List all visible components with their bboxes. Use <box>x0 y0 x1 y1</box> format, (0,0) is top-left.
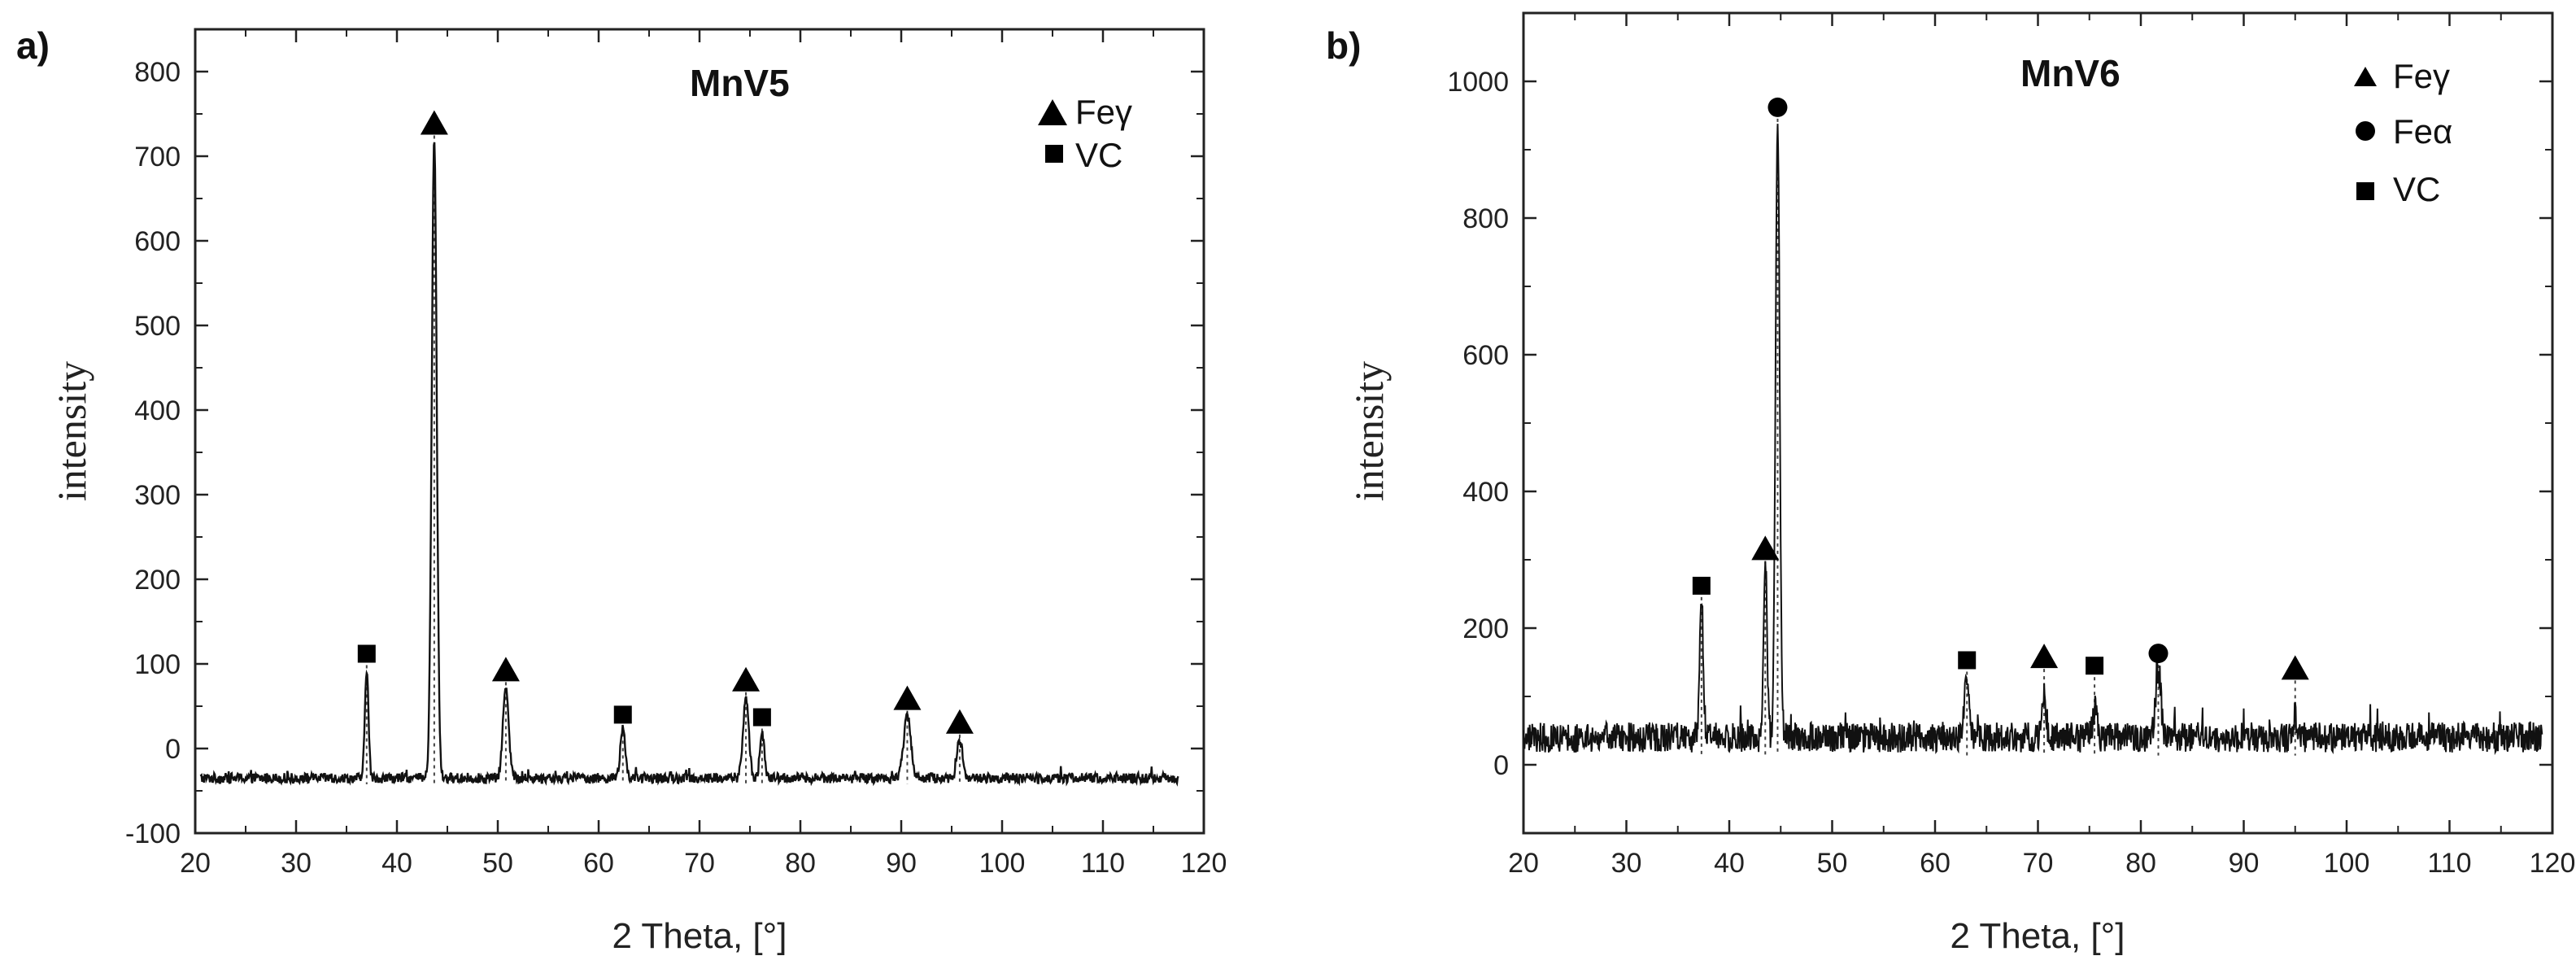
peak-marker-triangle-icon <box>893 685 922 710</box>
x-tick-label: 20 <box>1508 848 1539 879</box>
chart-panel-b: b) 20 30 40 50 60 70 80 90 100 110 120 0 200 400 600 8… <box>1326 11 2575 956</box>
y-tick-label: 200 <box>134 565 181 596</box>
y-tick-label: 100 <box>134 649 181 680</box>
legend-b: Feγ Feα VC <box>2354 57 2452 208</box>
peak-guides-a <box>365 135 961 784</box>
peak-marker-triangle-icon <box>2281 655 2309 680</box>
y-tick-label: 300 <box>134 480 181 511</box>
peak-marker-triangle-icon <box>945 709 974 734</box>
legend-label: VC <box>1075 136 1122 174</box>
x-axis-ticks-a: 20 30 40 50 60 70 80 90 100 110 120 <box>180 29 1227 879</box>
y-axis-ticks-a: -100 0 100 200 300 400 500 600 700 800 <box>125 57 1204 849</box>
peak-marker-triangle-icon <box>1751 535 1780 561</box>
x-axis-title-a: 2 Theta, [°] <box>612 916 787 956</box>
legend-label: Feγ <box>2393 57 2450 95</box>
x-tick-label: 70 <box>684 848 715 879</box>
x-tick-label: 20 <box>180 848 211 879</box>
x-axis-ticks-b: 20 30 40 50 60 70 80 90 100 110 120 <box>1508 13 2575 879</box>
y-tick-label: 200 <box>1462 613 1509 644</box>
y-tick-label: 500 <box>134 311 181 342</box>
y-tick-label: 800 <box>134 57 181 88</box>
x-tick-label: 60 <box>583 848 614 879</box>
x-tick-label: 110 <box>1081 848 1125 879</box>
legend-triangle-icon <box>2354 67 2377 86</box>
y-tick-label: 1000 <box>1447 67 1509 98</box>
legend-label: Feα <box>2393 112 2452 151</box>
legend-item-fe-gamma: Feγ <box>2354 57 2450 95</box>
x-axis-title-b: 2 Theta, [°] <box>1951 916 2125 956</box>
peak-marker-triangle-icon <box>732 666 761 692</box>
x-tick-label: 30 <box>281 848 312 879</box>
peak-markers-a <box>357 110 974 734</box>
x-tick-label: 110 <box>2427 848 2471 879</box>
y-tick-label: -100 <box>125 818 181 849</box>
legend-item-fe-gamma: Feγ <box>1038 93 1132 131</box>
x-tick-label: 100 <box>979 848 1026 879</box>
x-tick-label: 30 <box>1611 848 1642 879</box>
x-tick-label: 60 <box>1920 848 1951 879</box>
y-tick-label: 400 <box>1462 477 1509 508</box>
y-tick-label: 0 <box>165 734 181 765</box>
x-tick-label: 100 <box>2324 848 2370 879</box>
y-tick-label: 600 <box>134 226 181 257</box>
legend-item-vc: VC <box>2356 170 2440 208</box>
y-axis-ticks-b: 0 200 400 600 800 1000 <box>1447 67 2552 781</box>
peak-marker-square-icon <box>613 705 632 724</box>
y-tick-label: 400 <box>134 395 181 426</box>
legend-item-vc: VC <box>1045 136 1122 174</box>
x-tick-label: 40 <box>1714 848 1745 879</box>
peak-marker-square-icon <box>2086 657 2104 675</box>
peak-marker-square-icon <box>357 644 376 663</box>
legend-circle-icon <box>2356 121 2375 141</box>
y-axis-title-a: intensity <box>49 361 94 501</box>
legend-square-icon <box>2356 182 2374 200</box>
diffraction-trace-b <box>1523 124 2543 756</box>
x-tick-label: 120 <box>2530 848 2576 879</box>
x-tick-label: 80 <box>785 848 816 879</box>
chart-panel-a: a) 20 30 40 50 60 70 80 90 100 110 120 -100 0 100 200… <box>16 24 1227 956</box>
peak-marker-circle-icon <box>1767 97 1788 117</box>
chart-title-b: MnV6 <box>2020 52 2121 94</box>
peak-marker-square-icon <box>1958 651 1977 670</box>
legend-square-icon <box>1045 145 1063 163</box>
panel-label-b: b) <box>1326 24 1361 67</box>
legend-triangle-icon <box>1038 99 1067 125</box>
x-tick-label: 70 <box>2023 848 2054 879</box>
peak-marker-triangle-icon <box>491 657 520 682</box>
peak-marker-square-icon <box>752 708 771 727</box>
legend-item-fe-alpha: Feα <box>2356 112 2452 151</box>
peak-marker-circle-icon <box>2148 644 2168 664</box>
peak-markers-b <box>1692 97 2309 680</box>
diffraction-trace-a <box>199 142 1179 787</box>
legend-label: VC <box>2393 170 2440 208</box>
chart-title-a: MnV5 <box>690 62 790 104</box>
y-tick-label: 700 <box>134 142 181 172</box>
peak-marker-triangle-icon <box>2030 644 2059 669</box>
panel-label-a: a) <box>16 24 50 67</box>
x-tick-label: 80 <box>2125 848 2156 879</box>
y-tick-label: 600 <box>1462 340 1509 371</box>
x-tick-label: 120 <box>1181 848 1227 879</box>
x-tick-label: 50 <box>482 848 513 879</box>
peak-guides-b <box>1700 118 2296 756</box>
peak-marker-square-icon <box>1692 576 1711 595</box>
peak-marker-triangle-icon <box>420 110 448 135</box>
legend-a: Feγ VC <box>1038 93 1132 174</box>
x-tick-label: 40 <box>381 848 412 879</box>
y-tick-label: 0 <box>1493 750 1509 781</box>
y-axis-title-b: intensity <box>1346 361 1392 501</box>
y-tick-label: 800 <box>1462 203 1509 234</box>
x-tick-label: 90 <box>2229 848 2260 879</box>
x-tick-label: 50 <box>1817 848 1848 879</box>
legend-label: Feγ <box>1075 93 1132 131</box>
x-tick-label: 90 <box>886 848 917 879</box>
